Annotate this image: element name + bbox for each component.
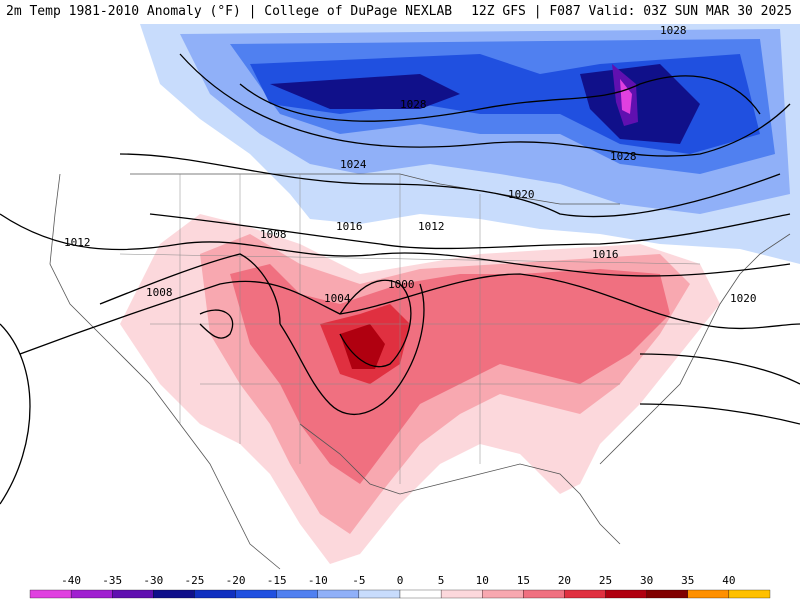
legend-color-swatch: [482, 589, 524, 599]
legend-color-swatch: [523, 589, 565, 599]
isobars: [0, 53, 800, 505]
legend-tick-label: 25: [599, 574, 612, 587]
legend-tick-label: 35: [681, 574, 694, 587]
legend-tick-label: -30: [143, 574, 163, 587]
legend-color-swatch: [399, 589, 442, 599]
legend-tick-label: -10: [308, 574, 328, 587]
legend-tick-labels: -40 -35 -30 -25 -20 -15 -10 -5 0 5 10 15 20 25 30 35 40: [61, 574, 735, 587]
legend-color-swatch: [728, 589, 771, 599]
legend-color-swatch: [646, 589, 688, 599]
legend-tick-label: 15: [517, 574, 530, 587]
legend-color-swatch: [112, 589, 154, 599]
isobar-label: 1012: [418, 220, 445, 233]
legend-tick-label: 30: [640, 574, 653, 587]
legend-tick-label: -40: [61, 574, 81, 587]
legend-color-swatch: [235, 589, 277, 599]
legend-color-swatch: [194, 589, 236, 599]
legend-color-swatch: [358, 589, 401, 599]
isobar-label: 1020: [508, 188, 535, 201]
legend-tick-label: -25: [185, 574, 205, 587]
legend-tick-label: -5: [352, 574, 365, 587]
cold-anomaly-region: [140, 24, 800, 264]
isobar-label: 1008: [146, 286, 173, 299]
legend-color-swatch: [70, 589, 113, 599]
legend-tick-label: -15: [267, 574, 287, 587]
isobar-label: 1028: [610, 150, 637, 163]
legend-tick-label: 5: [438, 574, 445, 587]
map-title: 2m Temp 1981-2010 Anomaly (°F) | College…: [6, 4, 453, 19]
legend-tick-label: 10: [476, 574, 489, 587]
legend-color-swatch: [317, 589, 360, 599]
legend-color-bar: [29, 589, 771, 599]
legend-color-swatch: [564, 589, 606, 599]
legend-tick-label: -35: [102, 574, 122, 587]
legend-color-swatch: [153, 589, 195, 599]
isobar-label: 1008: [260, 228, 287, 241]
legend-tick-label: 40: [722, 574, 735, 587]
header-bar: 2m Temp 1981-2010 Anomaly (°F) | College…: [0, 0, 800, 24]
isobar-label: 1012: [64, 236, 91, 249]
color-legend: -40 -35 -30 -25 -20 -15 -10 -5 0 5 10 15 20 25 30 35 40: [0, 572, 800, 600]
legend-tick-label: 0: [397, 574, 404, 587]
isobar-label: 1016: [592, 248, 619, 261]
isobar-label: 1024: [340, 158, 367, 171]
model-run-label: 12Z GFS | F087 Valid: 03Z SUN MAR 30 202…: [471, 4, 792, 19]
isobar-label: 1016: [336, 220, 363, 233]
anomaly-map: 1028 1028 1028 1024 1020 1020 1016 1016 …: [0, 24, 800, 572]
isobar-labels: 1028 1028 1028 1024 1020 1020 1016 1016 …: [64, 24, 757, 305]
legend-tick-label: 20: [558, 574, 571, 587]
legend-color-swatch: [605, 589, 647, 599]
isobar-label: 1028: [660, 24, 687, 37]
isobar-label: 1020: [730, 292, 757, 305]
isobar-label: 1028: [400, 98, 427, 111]
isobar-label: 1000: [388, 278, 415, 291]
state-borders: [119, 174, 701, 484]
legend-color-swatch: [29, 589, 72, 599]
isobar-label: 1004: [324, 292, 351, 305]
legend-color-swatch: [276, 589, 318, 599]
legend-color-swatch: [440, 589, 483, 599]
legend-tick-label: -20: [226, 574, 246, 587]
legend-color-swatch: [687, 589, 730, 599]
